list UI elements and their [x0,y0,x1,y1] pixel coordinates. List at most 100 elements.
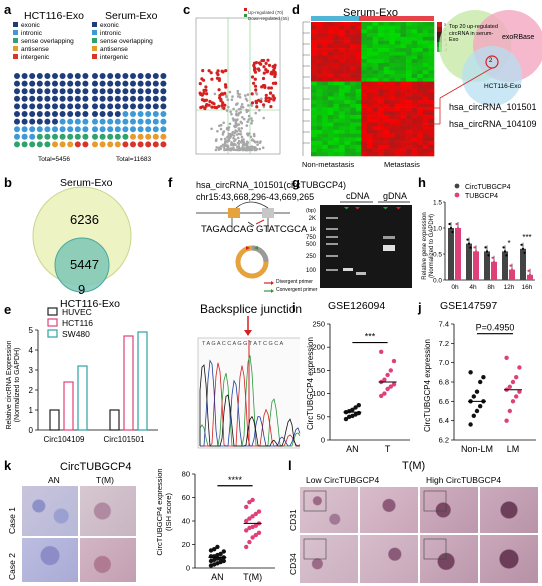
heatmap-cell [316,92,323,97]
heatmap-cell [383,129,390,134]
volcano-point [247,104,250,107]
heatmap-cell [406,70,412,75]
heatmap-cell [417,48,424,53]
volcano-point [227,105,230,109]
waffle-dot [82,141,89,148]
waffle-dot [52,141,58,148]
y-tick-label: 0 [186,564,190,573]
volcano-point [239,107,242,111]
panel-letter-d: d [292,2,300,17]
sig-marker: *** [522,233,531,242]
ladder-label: 750 [306,235,317,241]
heatmap-cell [394,111,401,116]
heatmap-cell [355,22,362,27]
heatmap-cell [355,96,362,101]
heatmap-cell [333,33,340,38]
dot [451,230,454,234]
panel-f-legend-conv: Convergent primer [276,287,318,293]
waffle-dot [52,95,58,102]
heatmap-cell [383,152,390,157]
heatmap-cell [333,85,340,90]
heatmap-cell [322,111,329,116]
heatmap-cell [338,33,345,38]
heatmap-cell [411,111,418,116]
heatmap-cell [378,25,384,30]
heatmap-cell [322,107,329,112]
group-bar-meta [359,16,434,21]
heatmap-cell [378,100,384,105]
volcano-point [220,137,223,141]
heatmap-cell [378,126,384,131]
volcano-point [239,147,243,151]
waffle-dot [122,88,129,95]
heatmap-cell [417,33,424,38]
heatmap-cell [406,107,412,112]
heatmap-cell [389,144,396,149]
heatmap-cell [366,59,373,64]
heatmap-cell [383,144,390,149]
data-point [250,535,255,540]
y-tick-label: 2 [29,386,34,395]
heatmap-cell [333,137,340,142]
volcano-point [230,141,234,145]
heatmap-cell [333,107,340,112]
heatmap-cell [417,141,424,146]
heatmap-cell [411,126,418,131]
heatmap-cell [350,133,357,138]
panel-letter-a: a [4,2,12,17]
heatmap-cell [372,33,379,38]
heatmap-cell [422,40,429,45]
heatmap-cell [383,118,390,123]
heatmap-cell [411,55,418,60]
dot [523,251,526,254]
heatmap-cell [366,29,373,34]
waffle-dot [145,141,152,148]
heatmap-cell [383,62,390,67]
panel-f-title2: chr15:43,668,296-43,669,265 [196,192,315,202]
heatmap-cell [361,126,368,131]
panel-a-right-total: Total=11683 [116,156,152,163]
x-tick-label: AN [346,444,359,454]
heatmap-cell [400,59,407,64]
heatmap-cell [389,62,396,67]
heatmap-cell [311,103,317,108]
heatmap-cell [327,133,334,138]
legend-label: TUBGCP4 [465,193,498,200]
heatmap-cell [411,133,418,138]
heatmap-cell [361,77,368,82]
waffle-dot [36,103,43,110]
panel-f-junction: Backsplice junction [200,302,303,316]
dot [474,250,478,253]
panel-f-title1: hsa_circRNA_101501(circTUBGCP4) [196,180,347,190]
dot [487,254,490,257]
dot [512,272,515,275]
volcano-point [221,133,225,136]
volcano-point-down [216,69,220,73]
heatmap-cell [344,62,351,67]
heatmap-cell [400,22,407,27]
waffle-dot [14,95,20,102]
heatmap-cell [411,118,418,123]
data-point [478,404,483,409]
volcano-point [225,127,229,131]
heatmap-cell [394,92,401,97]
legend-label: HUVEC [62,307,92,317]
heatmap-cell [327,107,334,112]
volcano-point [225,109,229,112]
ihc-image-low-cd34-b [360,535,418,583]
heatmap-cell [322,36,329,41]
heatmap-cell [311,59,317,64]
heatmap-cell [406,111,412,116]
panel-j-chart: 6.2 6.4 6.6 6.8 7.0 7.2 7.4 Non-LM LM P=0.4950 [439,320,536,454]
volcano-point [223,141,227,145]
heatmap-cell [411,44,418,49]
bar [520,248,526,280]
volcano-point-down [224,69,228,73]
volcano-point [254,140,257,144]
data-point [253,532,258,538]
heatmap-cell [422,107,429,112]
heatmap-cell [406,122,412,127]
volcano-point [241,116,244,119]
heatmap-cell [316,22,323,27]
legend-swatch [47,329,58,338]
